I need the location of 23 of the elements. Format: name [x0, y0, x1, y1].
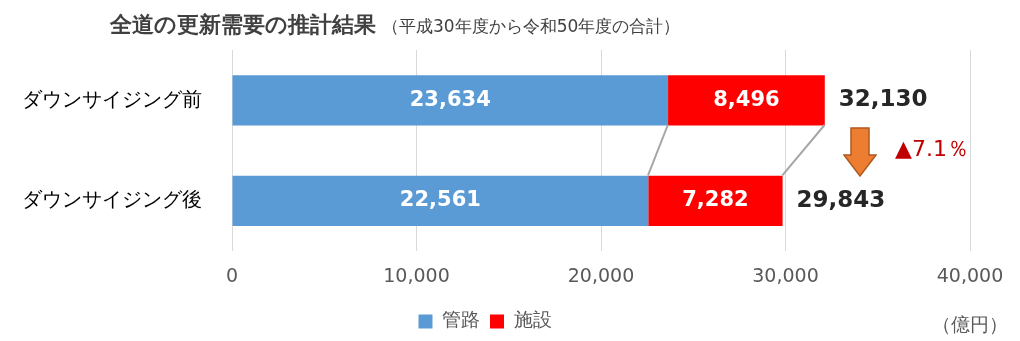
total-label: 32,130 — [838, 85, 928, 112]
x-tick-label: 10,000 — [383, 263, 450, 286]
chart-title: 全道の更新需要の推計結果 — [109, 12, 377, 37]
data-label: 8,496 — [713, 86, 780, 111]
data-label: 7,282 — [682, 187, 749, 212]
bar — [232, 175, 649, 227]
bar — [668, 75, 825, 126]
data-label: 22,561 — [399, 187, 481, 212]
x-axis-title: （億円） — [932, 313, 1008, 335]
chart-subtitle: （平成30年度から令和50年度の合計） — [382, 16, 681, 36]
x-tick-label: 40,000 — [936, 263, 1004, 286]
legend-label: 管路 — [442, 308, 480, 331]
legend-label: 施設 — [513, 308, 552, 331]
x-tick-label: 30,000 — [752, 263, 819, 286]
bar — [648, 175, 783, 227]
y-tick-label: ダウンサイジング前 — [22, 86, 202, 111]
annotation: ▲7.1％ — [895, 136, 969, 162]
x-tick-label: 0 — [225, 263, 239, 286]
bar — [232, 75, 669, 126]
x-tick-label: 20,000 — [567, 263, 635, 286]
total-label: 29,843 — [796, 185, 886, 212]
data-label: 23,634 — [409, 86, 491, 111]
y-tick-label: ダウンサイジング後 — [22, 187, 202, 212]
